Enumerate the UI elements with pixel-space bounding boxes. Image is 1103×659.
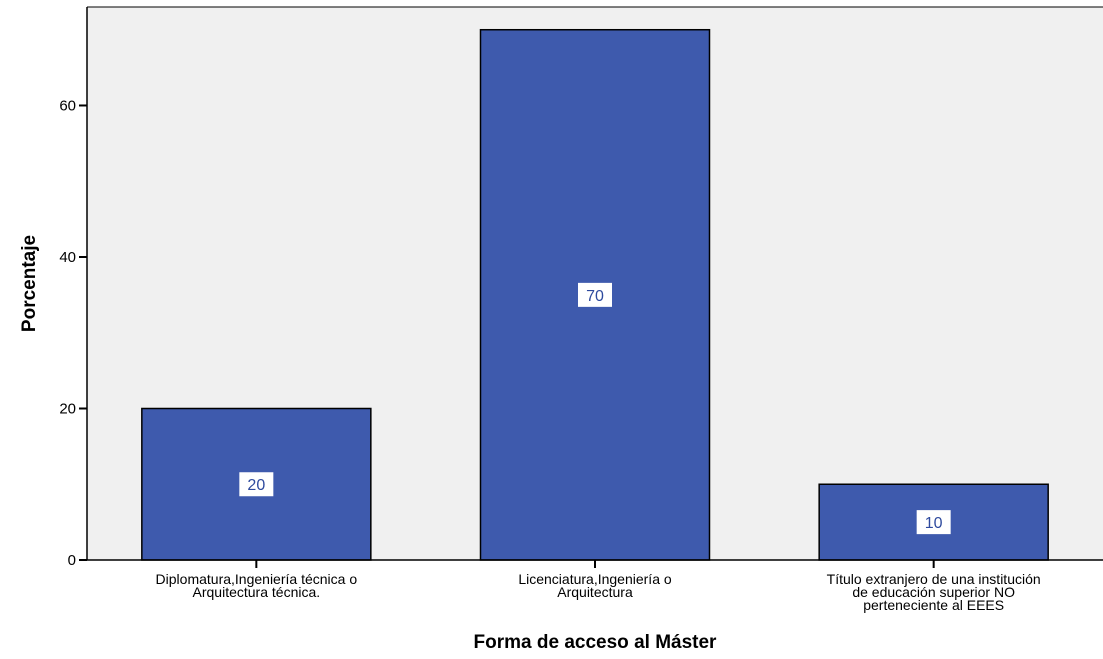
axes bbox=[79, 6, 1103, 568]
x-axis-title: Forma de acceso al Máster bbox=[474, 632, 717, 653]
data-label-box bbox=[578, 282, 612, 307]
x-category-label-line: perteneciente al EEES bbox=[863, 597, 1004, 613]
labels: 0 20 40 60 20 Diplomatura,Ingeniería técnica … bbox=[59, 97, 1040, 613]
y-tick-label: 60 bbox=[59, 97, 76, 114]
x-category-label: Licenciatura,Ingeniería o Arquitectura bbox=[518, 571, 672, 600]
y-tick-label: 0 bbox=[68, 552, 76, 569]
x-category-label: Diplomatura,Ingeniería técnica o Arquitec… bbox=[156, 571, 358, 600]
y-tick-label: 20 bbox=[59, 400, 76, 417]
data-label: 20 bbox=[247, 477, 265, 494]
x-category-label-line: Arquitectura técnica. bbox=[193, 584, 321, 600]
x-category-label-line: Licenciatura,Ingeniería o bbox=[518, 571, 672, 587]
x-category-label-line: Arquitectura bbox=[557, 584, 633, 600]
data-label: 10 bbox=[925, 515, 943, 532]
x-category-label: Título extranjero de una institución de e… bbox=[827, 571, 1041, 613]
data-label-box bbox=[916, 510, 951, 535]
x-category-label-line: de educación superior NO bbox=[852, 584, 1015, 600]
data-label-box bbox=[239, 472, 274, 497]
x-category-label-line: Diplomatura,Ingeniería técnica o bbox=[156, 571, 358, 587]
y-axis-title: Porcentaje bbox=[19, 235, 40, 332]
data-label: 70 bbox=[586, 288, 604, 305]
y-tick-label: 40 bbox=[59, 249, 76, 266]
x-category-label-line: Título extranjero de una institución bbox=[827, 571, 1041, 587]
